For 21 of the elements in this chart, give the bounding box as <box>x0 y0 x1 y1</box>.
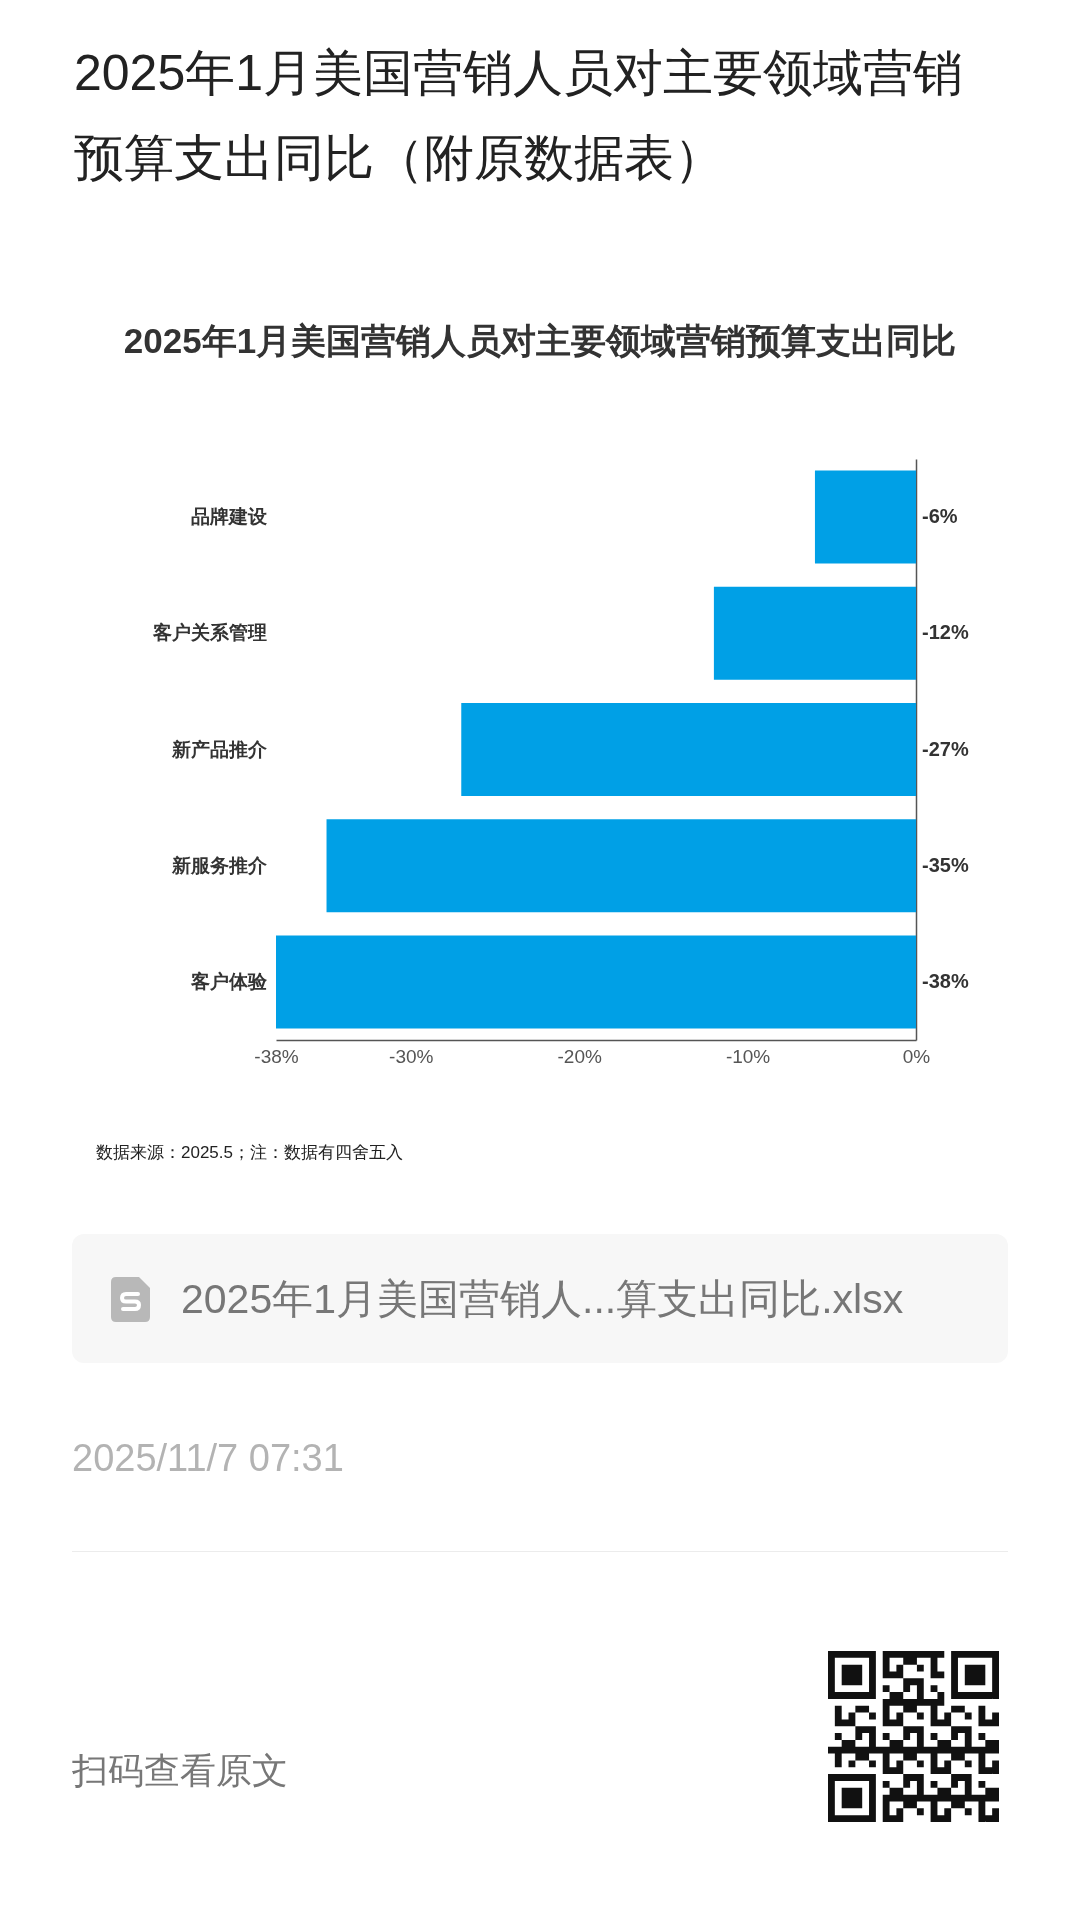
text: 2025/11/7 07:31 <box>72 1436 344 1481</box>
text: 扫码查看原文 <box>72 1749 288 1793</box>
x-tick-label: -30% <box>389 1045 434 1067</box>
data-label: -6% <box>922 505 958 528</box>
y-tick-label: 新服务推介 <box>170 854 268 876</box>
x-tick-label: -20% <box>557 1045 602 1067</box>
x-tick-label: -38% <box>254 1045 299 1067</box>
x-tick-label: 0% <box>902 1045 931 1067</box>
y-tick-label: 客户体验 <box>189 970 268 992</box>
data-label: -38% <box>922 969 969 992</box>
chart-title: 2025年1月美国营销人员对主要领域营销预算支出同比（附原数据表） <box>74 44 965 188</box>
y-tick-label: 品牌建设 <box>190 506 268 528</box>
source-note: 数据来源：2025.5；注：数据有四舍五入 <box>96 1142 403 1164</box>
chart-subtitle: 2025年1月美国营销人员对主要领域营销预算支出同比 <box>122 320 958 362</box>
x-tick-label: -10% <box>725 1045 771 1067</box>
y-tick-label: 新产品推介 <box>170 738 268 760</box>
y-tick-label: 客户关系管理 <box>151 622 267 644</box>
text: 2025年1月美国营销人...算支出同比.xlsx <box>181 1275 904 1324</box>
data-label: -12% <box>922 621 969 644</box>
data-label: -35% <box>922 853 969 876</box>
data-label: -27% <box>922 737 969 760</box>
